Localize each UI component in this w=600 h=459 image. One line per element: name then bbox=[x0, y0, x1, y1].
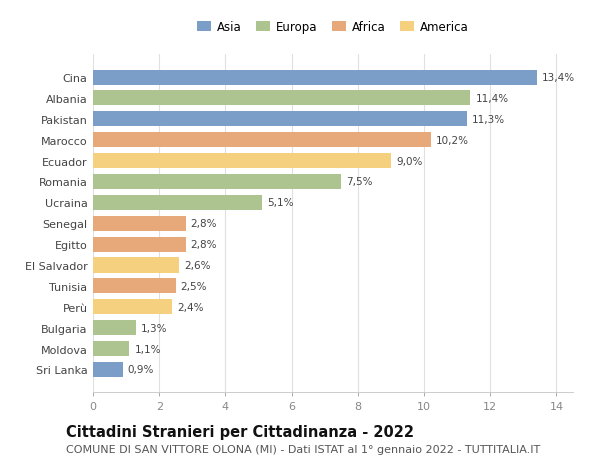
Bar bbox=[93, 216, 185, 231]
Bar bbox=[93, 70, 536, 85]
Bar bbox=[93, 362, 123, 377]
Bar bbox=[93, 133, 431, 148]
Text: COMUNE DI SAN VITTORE OLONA (MI) - Dati ISTAT al 1° gennaio 2022 - TUTTITALIA.IT: COMUNE DI SAN VITTORE OLONA (MI) - Dati … bbox=[66, 444, 540, 454]
Text: 11,4%: 11,4% bbox=[475, 94, 508, 104]
Text: 9,0%: 9,0% bbox=[396, 156, 422, 166]
Bar bbox=[93, 154, 391, 169]
Text: Cittadini Stranieri per Cittadinanza - 2022: Cittadini Stranieri per Cittadinanza - 2… bbox=[66, 425, 414, 440]
Bar bbox=[93, 174, 341, 190]
Bar bbox=[93, 237, 185, 252]
Text: 2,4%: 2,4% bbox=[178, 302, 204, 312]
Text: 7,5%: 7,5% bbox=[346, 177, 373, 187]
Text: 10,2%: 10,2% bbox=[436, 135, 469, 146]
Text: 11,3%: 11,3% bbox=[472, 115, 505, 124]
Text: 0,9%: 0,9% bbox=[128, 364, 154, 375]
Text: 2,5%: 2,5% bbox=[181, 281, 207, 291]
Bar bbox=[93, 279, 176, 294]
Bar bbox=[93, 300, 172, 314]
Text: 1,3%: 1,3% bbox=[141, 323, 167, 333]
Text: 2,8%: 2,8% bbox=[191, 240, 217, 250]
Bar bbox=[93, 320, 136, 336]
Legend: Asia, Europa, Africa, America: Asia, Europa, Africa, America bbox=[194, 17, 472, 37]
Text: 13,4%: 13,4% bbox=[542, 73, 575, 83]
Text: 1,1%: 1,1% bbox=[134, 344, 161, 354]
Bar bbox=[93, 91, 470, 106]
Bar bbox=[93, 112, 467, 127]
Bar bbox=[93, 196, 262, 210]
Text: 2,8%: 2,8% bbox=[191, 219, 217, 229]
Text: 5,1%: 5,1% bbox=[267, 198, 293, 208]
Bar bbox=[93, 258, 179, 273]
Text: 2,6%: 2,6% bbox=[184, 260, 211, 270]
Bar bbox=[93, 341, 130, 356]
